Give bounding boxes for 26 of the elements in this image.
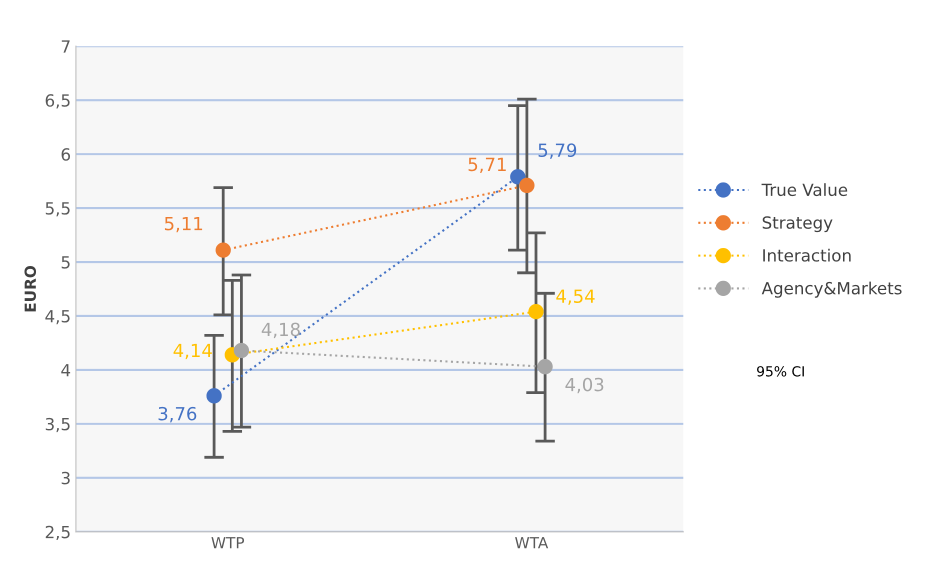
data-label: 4,14 bbox=[174, 344, 212, 360]
legend-label: True Value bbox=[762, 183, 848, 196]
text: 95% CI bbox=[757, 366, 804, 377]
x-tick-label: WTA bbox=[515, 537, 548, 548]
y-tick-label: 4 bbox=[61, 364, 70, 376]
y-tick-label: 6,5 bbox=[46, 94, 70, 108]
legend-label: Agency&Markets bbox=[762, 282, 902, 298]
y-tick-label: 6 bbox=[62, 148, 70, 161]
data-label: 4,54 bbox=[556, 290, 595, 305]
y-tick-label: 7 bbox=[62, 40, 70, 53]
y-tick-label: 2,5 bbox=[46, 526, 70, 540]
data-label: 5,71 bbox=[468, 158, 506, 174]
data-label: 3,76 bbox=[158, 406, 196, 422]
y-axis-title: EURO bbox=[24, 266, 36, 312]
y-tick-label: 4,5 bbox=[45, 310, 70, 324]
y-tick-label: 3,5 bbox=[46, 418, 70, 432]
y-tick-label: 5,5 bbox=[46, 202, 70, 216]
data-label: 5,11 bbox=[164, 216, 202, 232]
data-label: 4,03 bbox=[565, 378, 604, 394]
y-tick-label: 5 bbox=[62, 256, 70, 269]
legend-label: Strategy bbox=[762, 216, 833, 232]
x-tick-label: WTP bbox=[211, 537, 244, 548]
legend-label: Interaction bbox=[763, 248, 851, 262]
data-label: 5,79 bbox=[538, 143, 576, 159]
data-label: 4,18 bbox=[262, 322, 300, 338]
y-tick-label: 3 bbox=[62, 472, 70, 484]
